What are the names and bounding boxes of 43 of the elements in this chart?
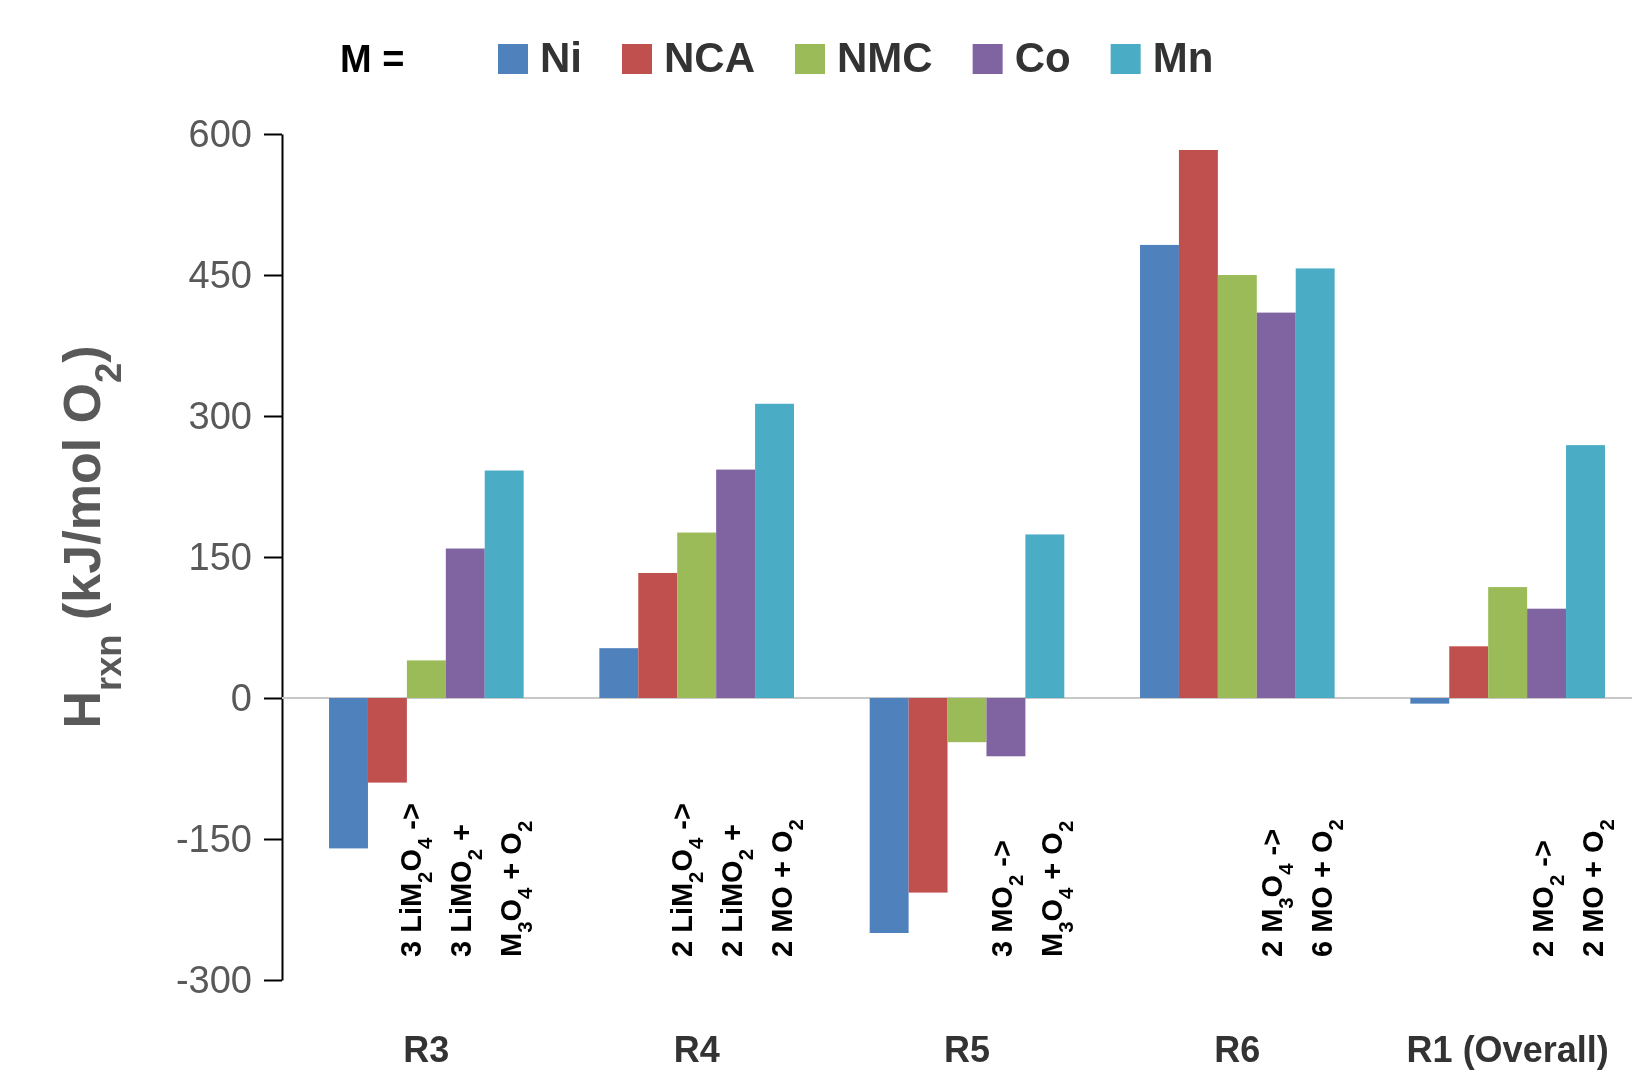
bar bbox=[445, 548, 485, 698]
y-tick-label: 450 bbox=[188, 253, 252, 296]
bar bbox=[755, 403, 794, 698]
bar bbox=[1527, 608, 1567, 698]
x-tick-label: R5 bbox=[943, 1029, 991, 1070]
bar bbox=[677, 532, 717, 698]
bar bbox=[1025, 534, 1065, 698]
bar bbox=[947, 698, 987, 743]
bar bbox=[1217, 275, 1257, 698]
bar bbox=[1178, 149, 1218, 698]
bar bbox=[329, 698, 368, 849]
x-tick-label: R4 bbox=[673, 1029, 720, 1070]
bar bbox=[1140, 244, 1179, 698]
legend-label: Mn bbox=[1152, 34, 1214, 81]
bar bbox=[986, 698, 1026, 757]
bar bbox=[1449, 646, 1489, 698]
x-tick-label: R3 bbox=[403, 1029, 450, 1070]
bar bbox=[716, 469, 756, 698]
bar bbox=[1566, 445, 1605, 698]
y-tick-label: -150 bbox=[175, 817, 252, 860]
y-tick-label: 600 bbox=[188, 112, 252, 155]
x-tick-label: R6 bbox=[1214, 1029, 1261, 1070]
legend-label: Co bbox=[1014, 34, 1071, 81]
y-tick-label: -300 bbox=[175, 958, 252, 1001]
bar bbox=[406, 660, 446, 698]
y-tick-label: 150 bbox=[188, 535, 252, 578]
legend-label: NMC bbox=[837, 34, 933, 81]
bar bbox=[367, 698, 407, 783]
bar bbox=[869, 698, 909, 933]
bar bbox=[1295, 268, 1335, 698]
bar bbox=[599, 648, 639, 698]
bar bbox=[1488, 587, 1528, 698]
x-tick-label: R1 (Overall) bbox=[1406, 1029, 1609, 1070]
bar bbox=[638, 572, 678, 698]
y-tick-label: 0 bbox=[230, 676, 252, 719]
bar bbox=[1410, 698, 1450, 704]
bar bbox=[484, 470, 524, 698]
y-tick-label: 300 bbox=[188, 394, 252, 437]
legend-label: Ni bbox=[540, 34, 582, 81]
legend-label: NCA bbox=[664, 34, 755, 81]
legend-title: M = bbox=[340, 38, 405, 80]
bar bbox=[1256, 312, 1296, 698]
bar bbox=[908, 698, 948, 893]
